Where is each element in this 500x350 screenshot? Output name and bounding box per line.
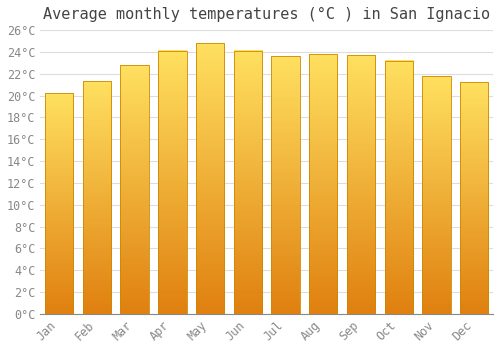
Bar <box>45 93 74 314</box>
Bar <box>234 51 262 314</box>
Bar <box>460 83 488 314</box>
Bar <box>422 76 450 314</box>
Bar <box>309 54 338 314</box>
Bar <box>347 55 375 314</box>
Bar <box>120 65 149 314</box>
Bar <box>384 61 413 314</box>
Bar <box>196 43 224 314</box>
Bar <box>158 51 186 314</box>
Bar <box>272 56 299 314</box>
Title: Average monthly temperatures (°C ) in San Ignacio: Average monthly temperatures (°C ) in Sa… <box>43 7 490 22</box>
Bar <box>83 82 111 314</box>
